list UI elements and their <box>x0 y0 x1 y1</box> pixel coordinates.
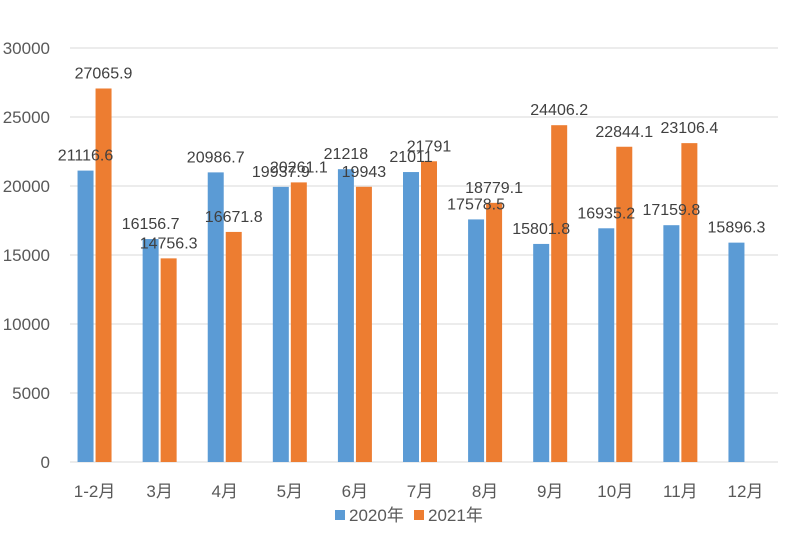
bar-2020 <box>468 219 485 462</box>
bar-2021 <box>616 146 633 463</box>
bar-2020 <box>272 186 289 462</box>
bar-2021 <box>160 258 177 462</box>
bar-2021 <box>290 182 307 462</box>
bars <box>77 88 745 463</box>
bar-2020 <box>533 243 550 462</box>
y-tick-label: 5000 <box>12 384 50 403</box>
data-label: 21218 <box>324 146 369 163</box>
data-label: 16156.7 <box>122 216 180 233</box>
x-tick-label: 4月 <box>211 482 237 501</box>
y-axis: 0 5000 10000 15000 20000 25000 30000 <box>3 39 50 472</box>
data-label: 16671.8 <box>205 209 263 226</box>
bar-2020 <box>663 225 680 462</box>
y-tick-label: 25000 <box>3 108 50 127</box>
data-label: 17578.5 <box>447 196 505 213</box>
legend-swatch <box>414 510 424 520</box>
data-label: 27065.9 <box>75 65 133 82</box>
bar-2020 <box>403 172 419 462</box>
x-tick-label: 8月 <box>472 482 498 501</box>
y-tick-label: 30000 <box>3 39 50 58</box>
data-label: 19937.9 <box>252 164 310 181</box>
x-tick-label: 9月 <box>537 482 563 501</box>
data-label: 21011 <box>389 149 432 166</box>
data-label: 23106.4 <box>660 120 718 137</box>
bar-2021 <box>486 202 503 462</box>
data-label: 15896.3 <box>708 220 766 237</box>
data-labels: 21116.6 27065.9 16156.7 14756.3 20986.7 16671… <box>58 65 766 252</box>
data-label: 21791 <box>407 138 452 155</box>
y-tick-label: 10000 <box>3 315 50 334</box>
x-tick-label: 1-2月 <box>74 482 116 501</box>
legend-label: 2020年 <box>349 506 404 525</box>
bar-2020 <box>77 170 94 462</box>
x-tick-label: 11月 <box>663 482 698 501</box>
bar-2020 <box>337 169 354 463</box>
data-label: 20261.1 <box>270 159 328 176</box>
y-tick-label: 0 <box>41 453 50 472</box>
legend-swatch <box>335 510 345 520</box>
x-tick-label: 3月 <box>146 482 172 501</box>
y-tick-label: 15000 <box>3 246 50 265</box>
x-tick-label: 10月 <box>597 482 633 501</box>
x-tick-label: 6月 <box>342 482 368 501</box>
x-tick-label: 7月 <box>407 482 433 501</box>
bar-2020 <box>207 172 224 462</box>
bar-2021 <box>225 231 242 462</box>
data-label: 21116.6 <box>58 148 114 165</box>
data-label: 14756.3 <box>140 235 198 252</box>
bar-2020 <box>728 242 745 462</box>
data-label: 20986.7 <box>187 149 245 166</box>
data-label: 17159.8 <box>642 202 700 219</box>
x-tick-label: 5月 <box>277 482 303 501</box>
legend-label: 2021年 <box>428 506 483 525</box>
bar-2021 <box>421 161 437 463</box>
data-label: 18779.1 <box>465 180 523 197</box>
data-label: 22844.1 <box>595 124 653 141</box>
data-label: 16935.2 <box>577 205 635 222</box>
bar-2021 <box>95 88 112 463</box>
bar-2020 <box>598 228 615 462</box>
x-tick-label: 12月 <box>727 482 763 501</box>
bar-2021 <box>551 125 568 462</box>
x-axis: 1-2月 3月 4月 5月 6月 7月 8月 9月 10月 11月 12月 <box>74 482 764 501</box>
bar-2021 <box>681 143 698 462</box>
legend: 2020年 2021年 <box>335 506 483 525</box>
data-label: 15801.8 <box>512 221 570 238</box>
bar-2020 <box>142 239 159 462</box>
data-label: 24406.2 <box>530 102 588 119</box>
data-label: 19943 <box>342 164 387 181</box>
bar-2021 <box>355 186 372 462</box>
y-tick-label: 20000 <box>3 177 50 196</box>
